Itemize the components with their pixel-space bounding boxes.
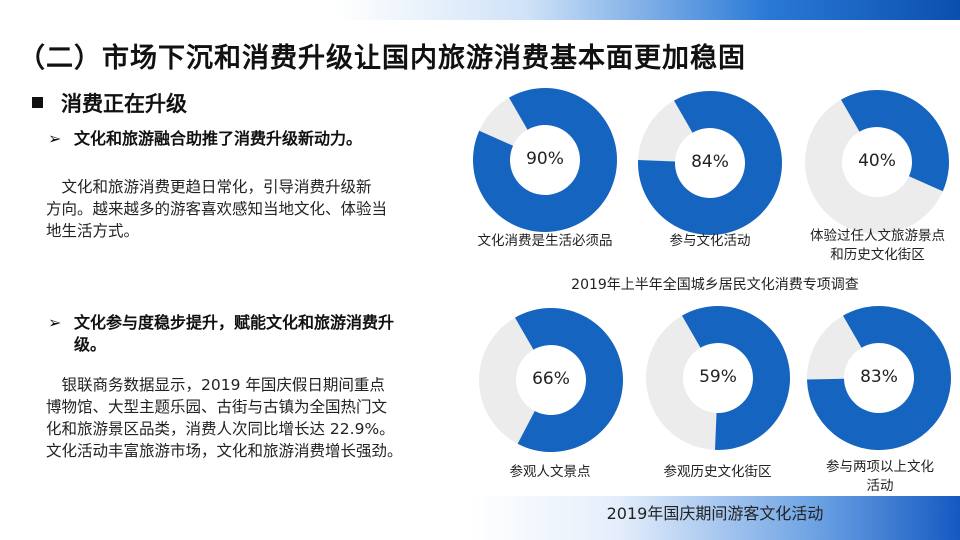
page-title: （二）市场下沉和消费升级让国内旅游消费基本面更加稳固 [18, 43, 746, 74]
paragraph-line: 文化和旅游消费更趋日常化，引导消费升级新 [46, 178, 372, 196]
donut-svg [646, 306, 791, 450]
donut-percent-label: 40% [858, 151, 896, 171]
donut-percent-label: 84% [691, 152, 729, 172]
section-heading-text: 消费正在升级 [61, 92, 187, 116]
donut-value-slice [682, 306, 790, 450]
donut-category-label-line: 体验过任人文旅游景点 [810, 228, 945, 244]
bullet-1-heading: 文化和旅游融合助推了消费升级新动力。 [74, 129, 363, 148]
donut-category-label-line: 文化消费是生活必须品 [477, 233, 613, 249]
bullet-2: ➢ 文化参与度稳步提升，赋能文化和旅游消费升 级。 [48, 312, 478, 356]
donut-value-slice [638, 91, 782, 236]
donut-category-label: 参与两项以上文化 活动 [800, 458, 960, 496]
donut-chart-1-2: 84% [636, 89, 784, 237]
donut-category-label: 体验过任人文旅游景点 和历史文化街区 [790, 227, 960, 265]
paragraph-line: 地生活方式。 [46, 222, 140, 240]
donut-percent-label: 59% [699, 367, 737, 387]
paragraph-line: 方向。越来越多的游客喜欢感知当地文化、体验当 [46, 200, 388, 218]
chart-group-1-title: 2019年上半年全国城乡居民文化消费专项调查 [571, 277, 859, 293]
donut-svg [638, 91, 783, 236]
section-heading: 消费正在升级 [32, 88, 187, 118]
bullet-1: ➢ 文化和旅游融合助推了消费升级新动力。 [48, 128, 468, 150]
donut-value-slice [807, 306, 951, 450]
donut-svg [807, 306, 952, 450]
donut-category-label-line: 参与两项以上文化 [826, 459, 934, 475]
donut-value-slice [472, 88, 617, 233]
bullet-2-heading-line: 级。 [74, 335, 107, 354]
donut-svg [479, 308, 624, 452]
donut-category-label: 参观人文景点 [470, 463, 630, 482]
donut-category-label-line: 参观历史文化街区 [663, 464, 772, 480]
arrow-bullet-icon: ➢ [48, 313, 62, 332]
donut-percent-label: 66% [532, 369, 570, 389]
donut-category-label: 参观历史文化街区 [635, 463, 800, 482]
donut-category-label-line: 活动 [866, 478, 894, 494]
donut-chart-1-3: 40% [803, 88, 951, 236]
bullet-2-heading-line: 文化参与度稳步提升，赋能文化和旅游消费升 [74, 313, 395, 332]
donut-svg [472, 88, 618, 233]
donut-chart-2-3: 83% [805, 304, 953, 452]
bottom-decor-band [470, 496, 960, 540]
donut-value-slice [515, 308, 623, 452]
arrow-bullet-icon: ➢ [48, 129, 62, 148]
donut-category-label: 文化消费是生活必须品 [460, 232, 630, 251]
top-decor-band [0, 0, 960, 20]
paragraph-line: 博物馆、大型主题乐园、古街与古镇为全国热门文 [46, 398, 388, 416]
donut-value-slice [841, 90, 949, 192]
donut-chart-2-2: 59% [644, 304, 792, 452]
bullet-1-paragraph: 文化和旅游消费更趋日常化，引导消费升级新 方向。越来越多的游客喜欢感知当地文化、… [46, 176, 387, 242]
donut-category-label: 参与文化活动 [640, 232, 780, 251]
donut-category-label-line: 和历史文化街区 [830, 247, 925, 263]
paragraph-line: 化和旅游景区品类，消费人次同比增长达 22.9%。 [46, 420, 395, 438]
donut-category-label-line: 参与文化活动 [669, 233, 751, 249]
paragraph-line: 文化活动丰富旅游市场，文化和旅游消费增长强劲。 [46, 442, 403, 460]
donut-percent-label: 83% [860, 367, 898, 387]
donut-percent-label: 90% [526, 149, 564, 169]
square-bullet-icon [32, 97, 43, 108]
paragraph-line: 银联商务数据显示，2019 年国庆假日期间重点 [46, 376, 385, 394]
bullet-2-paragraph: 银联商务数据显示，2019 年国庆假日期间重点 博物馆、大型主题乐园、古街与古镇… [46, 374, 403, 462]
donut-chart-2-1: 66% [477, 306, 625, 454]
chart-group-2-title: 2019年国庆期间游客文化活动 [606, 504, 824, 523]
donut-svg [805, 90, 950, 234]
donut-chart-1-1: 90% [471, 86, 619, 234]
donut-category-label-line: 参观人文景点 [509, 464, 591, 480]
